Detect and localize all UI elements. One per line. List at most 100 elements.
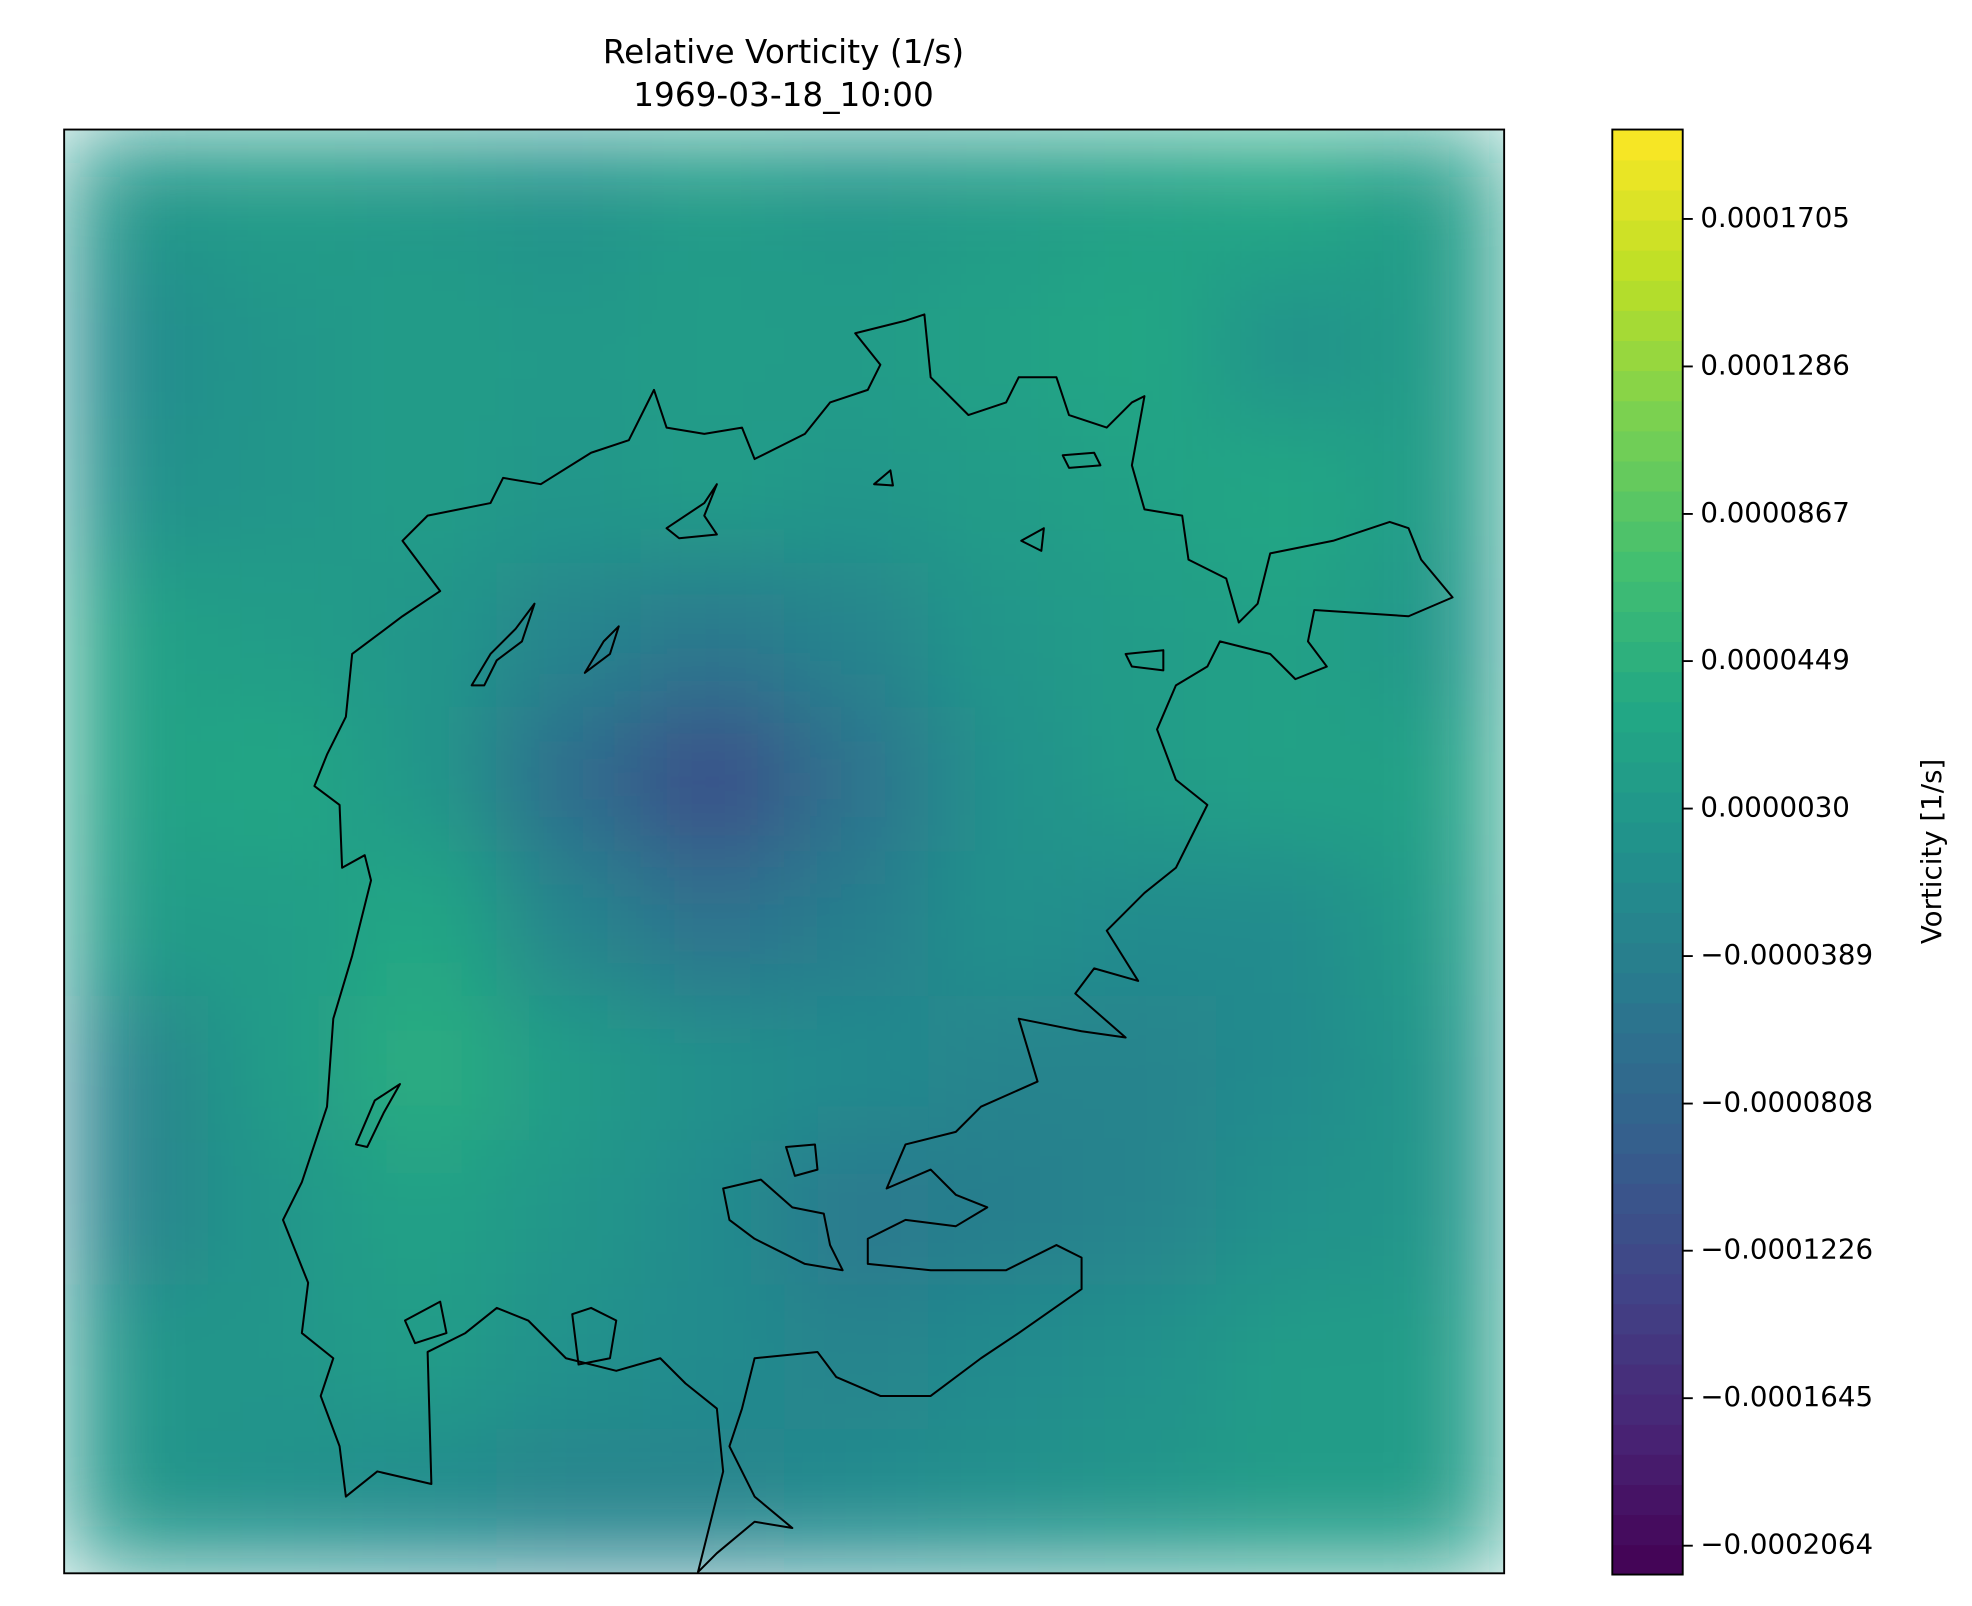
- field-cell: [784, 129, 929, 275]
- field-cell: [1072, 562, 1217, 708]
- colorbar-band: [1612, 280, 1683, 311]
- field-cell: [496, 418, 641, 564]
- field-cell: [64, 1140, 209, 1286]
- colorbar-band: [1612, 761, 1683, 793]
- field-cell: [1216, 707, 1361, 853]
- colorbar-band: [1612, 882, 1683, 914]
- colorbar-band: [1612, 1333, 1683, 1365]
- island: [1061, 451, 1102, 469]
- field-cell: [1072, 707, 1217, 853]
- colorbar-band: [1612, 1183, 1683, 1215]
- field-cell: [1216, 1428, 1361, 1574]
- field-cell: [1072, 1284, 1217, 1430]
- field-cell: [64, 851, 209, 997]
- field-cell: [208, 273, 353, 419]
- field-cell: [208, 707, 353, 853]
- field-cell: [784, 851, 929, 997]
- field-cell: [784, 707, 929, 853]
- colorbar-band: [1612, 1454, 1683, 1485]
- colorbar-band: [1612, 611, 1683, 643]
- field-cell: [1360, 707, 1505, 853]
- island: [583, 625, 620, 674]
- chart-title: Relative Vorticity (1/s): [603, 33, 964, 71]
- vorticity-field: [64, 129, 1505, 1574]
- field-cell: [1072, 418, 1217, 564]
- field-cell: [352, 1284, 497, 1430]
- field-cell: [1360, 129, 1505, 275]
- field-cell: [1072, 995, 1217, 1141]
- colorbar-tick-label: 0.0000030: [1700, 791, 1850, 824]
- field-cell: [640, 273, 785, 419]
- field-cell: [496, 851, 641, 997]
- field-cell: [496, 129, 641, 275]
- field-cell: [928, 418, 1073, 564]
- field-cell: [640, 129, 785, 275]
- colorbar-band: [1612, 1484, 1683, 1516]
- field-cell: [784, 1428, 929, 1574]
- island: [785, 1143, 819, 1177]
- field-cell: [640, 995, 785, 1141]
- field-cell: [64, 418, 209, 564]
- colorbar-band: [1612, 430, 1683, 462]
- colorbar-band: [1612, 1153, 1683, 1184]
- colorbar-band: [1612, 340, 1683, 372]
- field-cell: [1360, 1284, 1505, 1430]
- field-cell: [208, 129, 353, 275]
- colorbar-band: [1612, 460, 1683, 492]
- colorbar-band: [1612, 1213, 1683, 1245]
- field-cell: [1216, 1284, 1361, 1430]
- field-cell: [1360, 1428, 1505, 1574]
- field-cell: [352, 995, 497, 1141]
- field-cell: [640, 562, 785, 708]
- field-cell: [1216, 273, 1361, 419]
- field-cell: [640, 1140, 785, 1286]
- field-cell: [1216, 995, 1361, 1141]
- colorbar-tick-label: 0.0000867: [1700, 496, 1850, 529]
- field-cell: [640, 1428, 785, 1574]
- field-cell: [352, 1428, 497, 1574]
- colorbar-band: [1612, 551, 1683, 582]
- field-cell: [496, 562, 641, 708]
- field-cell: [496, 1284, 641, 1430]
- island: [470, 602, 536, 687]
- island: [873, 469, 894, 487]
- field-cell: [1072, 1428, 1217, 1574]
- island: [1124, 649, 1165, 672]
- colorbar-tick-label: 0.0001705: [1700, 201, 1850, 234]
- field-cell: [1360, 418, 1505, 564]
- colorbar-band: [1612, 219, 1683, 251]
- field-cell: [1216, 418, 1361, 564]
- colorbar-tick-label: −0.0002064: [1700, 1528, 1873, 1561]
- field-cell: [208, 995, 353, 1141]
- field-cell: [928, 1428, 1073, 1574]
- colorbar-frame: [1611, 128, 1684, 1576]
- field-cell: [928, 1140, 1073, 1286]
- field-cell: [64, 995, 209, 1141]
- colorbar-band: [1612, 189, 1683, 221]
- field-cell: [928, 851, 1073, 997]
- colorbar-band: [1612, 1122, 1683, 1154]
- colorbar-band: [1612, 641, 1683, 673]
- field-cell: [64, 707, 209, 853]
- field-cell: [1360, 273, 1505, 419]
- colorbar: −0.0002064 −0.0001645 −0.0001226 −0.0000808…: [1611, 128, 1873, 1576]
- field-cell: [496, 707, 641, 853]
- colorbar-band: [1612, 370, 1683, 402]
- plot-frame: [63, 128, 1506, 1575]
- island: [354, 1083, 401, 1148]
- field-cell: [352, 707, 497, 853]
- field-cell: [208, 1428, 353, 1574]
- field-cell: [928, 129, 1073, 275]
- field-cell: [64, 129, 209, 275]
- field-cell: [784, 418, 929, 564]
- field-cell: [784, 995, 929, 1141]
- coastlines: [281, 313, 1454, 1574]
- field-cell: [352, 418, 497, 564]
- field-cell: [640, 707, 785, 853]
- colorbar-band: [1612, 671, 1683, 703]
- colorbar-band: [1612, 1273, 1683, 1305]
- colorbar-band: [1612, 1303, 1683, 1335]
- colorbar-label: Vorticity [1/s]: [1915, 759, 1948, 944]
- colorbar-band: [1612, 912, 1683, 944]
